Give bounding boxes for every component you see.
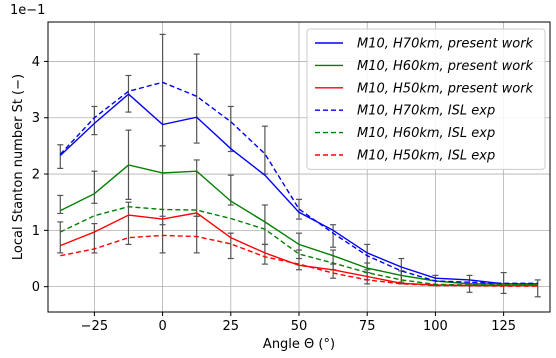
y-tick-label: 4 [32,55,40,70]
legend-label: M10, H70km, ISL exp [357,104,495,119]
x-tick-label: 25 [223,319,240,334]
legend-label: M10, H60km, ISL exp [357,126,495,141]
x-tick-label: 0 [158,319,166,334]
x-tick-label: 75 [359,319,376,334]
x-tick-label: −25 [81,319,108,334]
legend-label: M10, H70km, present work [357,37,534,52]
series-line-h60-exp [59,205,538,286]
y-tick-label: 0 [32,280,40,295]
ticks: −25 0 25 50 75 100 125 0 1 2 3 4 [32,55,516,334]
x-tick-label: 125 [491,319,516,334]
y-tick-label: 2 [32,168,40,183]
series-line-h70-exp [59,81,538,284]
x-tick-label: 100 [423,319,448,334]
legend-label: M10, H60km, present work [357,59,534,74]
legend-label: M10, H50km, ISL exp [357,149,495,164]
scale-label: 1e−1 [10,3,45,18]
y-tick-label: 3 [32,111,40,126]
series-line-h60-present [59,164,538,286]
y-axis-title: Local Stanton number St (−) [11,74,26,260]
legend-label: M10, H50km, present work [357,81,534,96]
x-tick-label: 50 [291,319,308,334]
x-axis-title: Angle Θ (°) [263,337,335,352]
legend-box [306,28,546,170]
series-line-h70-present [59,93,538,285]
legend: M10, H70km, present work M10, H60km, pres… [306,28,546,170]
series-lines [59,81,538,287]
series-line-h50-exp [60,234,538,287]
y-tick-label: 1 [32,224,40,239]
